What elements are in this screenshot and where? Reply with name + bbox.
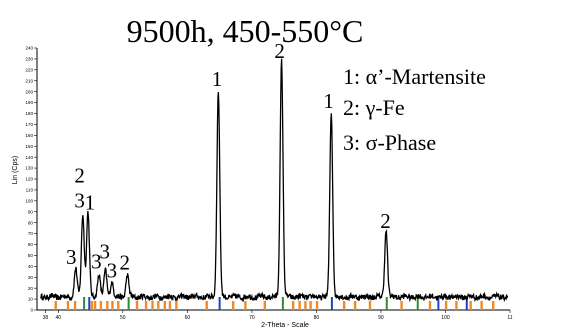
y-tick-label: 30	[28, 275, 34, 280]
x-axis-label: 2-Theta - Scale	[261, 322, 309, 329]
legend-entry-3: 3: σ-Phase	[343, 130, 436, 155]
peak-label: 2	[274, 39, 285, 63]
x-tick-label: 40	[56, 315, 62, 321]
y-tick-label: 90	[28, 209, 34, 214]
y-tick-label: 40	[28, 264, 34, 269]
y-tick-label: 50	[28, 253, 34, 258]
y-tick-label: 60	[28, 242, 34, 247]
y-tick-label: 190	[25, 100, 33, 105]
x-tick-label: 50	[120, 315, 126, 321]
y-tick-label: 160	[25, 133, 33, 138]
peak-label: 3	[100, 240, 111, 264]
x-tick-label: 60	[185, 315, 191, 321]
y-tick-label: 0	[30, 308, 33, 313]
peak-label: 1	[212, 67, 223, 91]
peak-label: 1	[323, 89, 334, 113]
y-tick-label: 180	[25, 111, 33, 116]
legend-entry-1: 1: α’-Martensite	[343, 64, 486, 89]
y-tick-label: 200	[25, 89, 33, 94]
y-tick-label: 120	[25, 177, 33, 182]
peak-label: 3	[74, 188, 85, 212]
y-tick-label: 150	[25, 144, 33, 149]
plot-area: 0102030405060708090100110120130140150160…	[25, 39, 512, 321]
y-tick-label: 70	[28, 231, 34, 236]
x-tick-label: 11	[507, 315, 512, 321]
diffraction-trace	[40, 58, 509, 303]
chart-title: 9500h, 450-550°C	[127, 13, 364, 49]
y-tick-label: 20	[28, 286, 34, 291]
y-axis-label: Lin (Cps)	[12, 156, 19, 184]
y-tick-label: 240	[25, 46, 33, 51]
y-tick-label: 170	[25, 122, 33, 127]
y-tick-label: 220	[25, 67, 33, 72]
y-tick-label: 140	[25, 155, 33, 160]
y-tick-label: 100	[25, 198, 33, 203]
x-tick-label: 38	[43, 315, 49, 321]
x-tick-label: 70	[249, 315, 255, 321]
legend-entry-2: 2: γ-Fe	[343, 95, 405, 120]
y-tick-label: 10	[28, 297, 34, 302]
x-tick-label: 100	[441, 315, 450, 321]
x-tick-label: 80	[314, 315, 320, 321]
y-tick-label: 230	[25, 57, 33, 62]
y-tick-label: 210	[25, 78, 33, 83]
peak-label: 3	[107, 258, 118, 282]
peak-label: 3	[66, 245, 77, 269]
peak-label: 2	[74, 163, 85, 187]
y-tick-label: 110	[26, 188, 34, 193]
peak-label: 2	[120, 251, 131, 275]
peak-label: 3	[91, 250, 102, 274]
y-tick-label: 130	[25, 166, 33, 171]
x-tick-label: 90	[378, 315, 384, 321]
peak-label: 1	[85, 191, 96, 215]
peak-label: 2	[380, 209, 391, 233]
y-tick-label: 80	[28, 220, 34, 225]
